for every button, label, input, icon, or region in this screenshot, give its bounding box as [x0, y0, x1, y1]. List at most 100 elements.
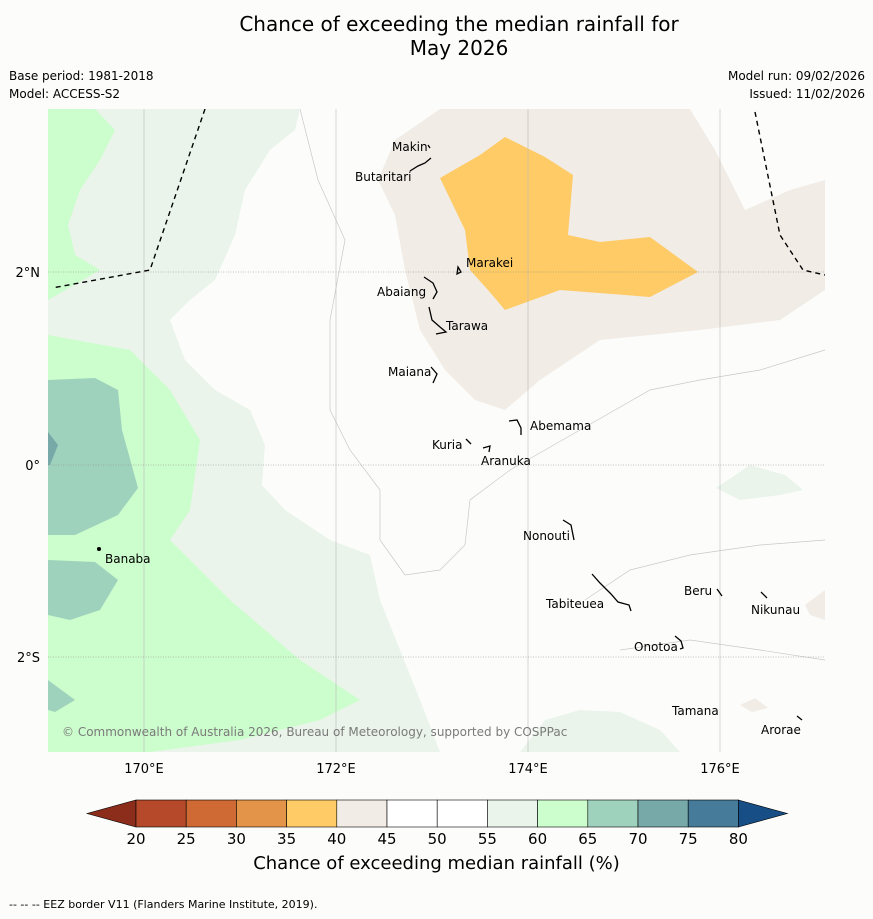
map-area: [48, 109, 825, 752]
onotoa-outline: [674, 635, 684, 650]
lat-label-2s: 2°S: [17, 651, 40, 666]
label-banaba: Banaba: [105, 552, 151, 566]
title-line-1: Chance of exceeding the median rainfall …: [239, 12, 679, 36]
contour-line-south: [584, 539, 825, 601]
marakei-outline: [456, 265, 462, 276]
eez-border-west: [51, 109, 206, 289]
label-nikunau: Nikunau: [751, 603, 800, 617]
nikunau-outline: [760, 591, 768, 599]
nonouti-outline: [562, 519, 575, 541]
label-abemama: Abemama: [530, 419, 591, 433]
colorbar-ticks: 20 25 30 35 40 45 50 55 60 65 70 75 80: [126, 830, 747, 848]
colorbar-arrow-high: [738, 799, 789, 828]
tabiteuea-outline: [591, 573, 632, 612]
label-aranuka: Aranuka: [481, 454, 531, 468]
region-65-70-corner: [48, 680, 75, 712]
colorbar: [85, 799, 789, 828]
banaba-outline: [96, 546, 102, 552]
label-nonouti: Nonouti: [523, 529, 570, 543]
colorbar-tick-label: 75: [679, 830, 698, 848]
contour-line-south2: [619, 639, 825, 661]
colorbar-bin-55_60: [487, 799, 538, 828]
label-butaritari: Butaritari: [355, 170, 412, 184]
eez-footnote: -- -- -- EEZ border V11 (Flanders Marine…: [9, 898, 318, 911]
colorbar-bin-30_35: [236, 799, 287, 828]
label-tamana: Tamana: [671, 704, 719, 718]
label-onotoa: Onotoa: [634, 640, 678, 654]
island-labels: Makin Butaritari Marakei Abaiang Tarawa …: [105, 140, 801, 737]
region-70-75-west: [48, 432, 58, 465]
aranuka-outline: [482, 445, 491, 453]
label-kuria: Kuria: [432, 438, 463, 452]
colorbar-tick-label: 55: [478, 830, 497, 848]
colorbar-tick-label: 35: [277, 830, 296, 848]
label-beru: Beru: [684, 584, 712, 598]
colorbar-tick-label: 70: [628, 830, 647, 848]
colorbar-arrow-low: [85, 799, 137, 828]
colorbar-bin-45_50: [386, 799, 438, 828]
label-marakei: Marakei: [466, 256, 513, 270]
lon-label-176e: 176°E: [700, 762, 740, 777]
island-outlines: [96, 144, 803, 721]
lon-label-172e: 172°E: [316, 762, 356, 777]
region-55-60-southeast: [520, 710, 680, 752]
region-60-65-west: [48, 109, 115, 300]
makin-outline: [427, 144, 431, 149]
base-period: Base period: 1981-2018: [9, 69, 154, 83]
label-makin: Makin: [392, 140, 428, 154]
label-tarawa: Tarawa: [445, 319, 488, 333]
region-40-45-southeast-a: [805, 590, 825, 620]
contour-line-50: [299, 109, 825, 576]
colorbar-bin-40_45: [336, 799, 388, 828]
region-60-65-southwest: [48, 335, 360, 752]
colorbar-bin-60_65: [537, 799, 589, 828]
colorbar-bin-35_40: [286, 799, 338, 828]
colorbar-bin-20_25: [135, 799, 187, 828]
colorbar-bin-75_80: [687, 799, 739, 828]
label-abaiang: Abaiang: [377, 285, 426, 299]
lon-label-174e: 174°E: [508, 762, 548, 777]
colorbar-tick-label: 45: [377, 830, 396, 848]
colorbar-tick-label: 25: [177, 830, 196, 848]
colorbar-tick-label: 40: [327, 830, 346, 848]
maiana-outline: [430, 366, 438, 384]
lat-label-2n: 2°N: [16, 266, 41, 281]
issued-date: Issued: 11/02/2026: [749, 87, 865, 101]
label-maiana: Maiana: [388, 365, 431, 379]
axis-labels: 2°N 0° 2°S 170°E 172°E 174°E 176°E: [16, 266, 740, 777]
colorbar-bin-70_75: [637, 799, 689, 828]
lat-label-0: 0°: [25, 459, 40, 474]
butaritari-outline: [409, 157, 432, 172]
abaiang-outline: [423, 276, 438, 300]
label-arorae: Arorae: [761, 723, 801, 737]
map-title: Chance of exceeding the median rainfall …: [0, 12, 873, 60]
colorbar-bin-50_55: [436, 799, 488, 828]
colorbar-bin-25_30: [185, 799, 237, 828]
arorae-outline: [796, 715, 803, 721]
colorbar-tick-label: 80: [729, 830, 748, 848]
copyright-text: © Commonwealth of Australia 2026, Bureau…: [62, 725, 567, 739]
colorbar-tick-label: 65: [578, 830, 597, 848]
colorbar-tick-label: 50: [428, 830, 447, 848]
meta-right: Model run: 09/02/2026 Issued: 11/02/2026: [728, 67, 865, 103]
model-name: Model: ACCESS-S2: [9, 87, 121, 101]
beru-outline: [716, 588, 723, 597]
model-run: Model run: 09/02/2026: [727, 69, 865, 83]
colorbar-tick-label: 20: [126, 830, 145, 848]
region-55-60-east: [716, 465, 803, 500]
lon-label-170e: 170°E: [124, 762, 164, 777]
colorbar-tick-label: 60: [528, 830, 547, 848]
region-65-70-southwest: [48, 560, 118, 620]
region-65-70-west: [48, 378, 138, 535]
eez-border-east: [754, 111, 825, 276]
colorbar-bin-65_70: [587, 799, 639, 828]
region-35-40-northeast: [440, 137, 698, 310]
colorbar-title: Chance of exceeding median rainfall (%): [253, 853, 620, 874]
colorbar-tick-label: 30: [227, 830, 246, 848]
meta-left: Base period: 1981-2018 Model: ACCESS-S2: [9, 67, 154, 103]
kuria-outline: [465, 438, 472, 445]
label-tabiteuea: Tabiteuea: [545, 597, 604, 611]
title-line-2: May 2026: [409, 36, 509, 60]
tarawa-outline: [428, 306, 448, 335]
